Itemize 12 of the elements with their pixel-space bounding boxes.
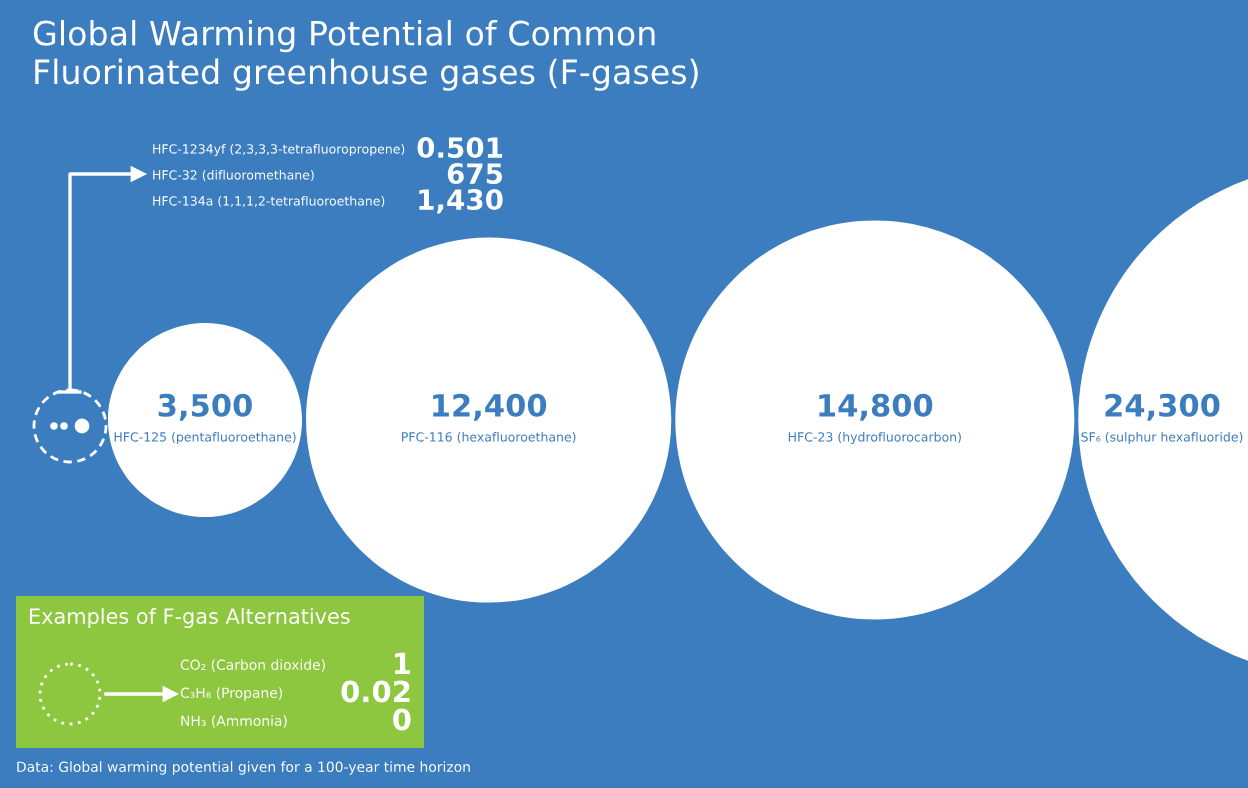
data-label: 675 — [447, 163, 503, 185]
data-label: 24,300 — [1105, 393, 1220, 421]
text: Examples of F-gas Alternatives — [30, 607, 350, 629]
data-label: 0 — [393, 708, 411, 731]
data-label: 3,500 — [158, 393, 252, 421]
data-label: 1,430 — [419, 189, 503, 214]
data-label: 1 — [395, 652, 410, 675]
data-label: 12,400 — [433, 393, 547, 421]
data-label: 0.501 — [417, 137, 503, 159]
text: Global Warming Potential of Common Fluorinated greenhouse gases (F-gases) — [33, 20, 698, 91]
data-label: 14,800 — [819, 393, 933, 421]
data-label: 0.02 — [341, 680, 410, 703]
